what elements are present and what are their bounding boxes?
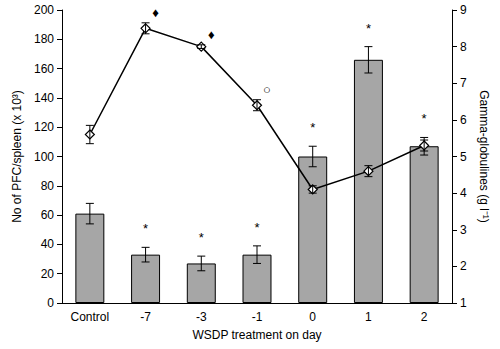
svg-text:No of PFC/spleen (x 10³): No of PFC/spleen (x 10³) bbox=[10, 90, 24, 223]
svg-text:-1: -1 bbox=[252, 310, 263, 324]
svg-text:*: * bbox=[310, 120, 315, 135]
svg-text:60: 60 bbox=[41, 208, 55, 222]
svg-text:3: 3 bbox=[460, 223, 467, 237]
svg-text:1: 1 bbox=[365, 310, 372, 324]
svg-text:80: 80 bbox=[41, 179, 55, 193]
svg-text:200: 200 bbox=[34, 3, 54, 17]
svg-text:1: 1 bbox=[460, 296, 467, 310]
svg-text:140: 140 bbox=[34, 91, 54, 105]
svg-text:0: 0 bbox=[309, 310, 316, 324]
svg-text:-7: -7 bbox=[140, 310, 151, 324]
svg-text:40: 40 bbox=[41, 237, 55, 251]
svg-text:2: 2 bbox=[421, 310, 428, 324]
svg-text:9: 9 bbox=[460, 3, 467, 17]
svg-text:8: 8 bbox=[460, 40, 467, 54]
svg-text:♦: ♦ bbox=[208, 27, 215, 42]
svg-text:160: 160 bbox=[34, 62, 54, 76]
svg-text:20: 20 bbox=[41, 267, 55, 281]
svg-text:*: * bbox=[199, 230, 204, 245]
svg-text:♦: ♦ bbox=[152, 5, 159, 20]
svg-text:-3: -3 bbox=[196, 310, 207, 324]
svg-text:*: * bbox=[254, 220, 259, 235]
svg-text:6: 6 bbox=[460, 113, 467, 127]
svg-text:0: 0 bbox=[47, 296, 54, 310]
svg-text:4: 4 bbox=[460, 186, 467, 200]
svg-text:WSDP treatment on day: WSDP treatment on day bbox=[192, 328, 321, 342]
svg-text:7: 7 bbox=[460, 76, 467, 90]
svg-text:2: 2 bbox=[460, 259, 467, 273]
svg-text:180: 180 bbox=[34, 32, 54, 46]
svg-text:Gamma-globulines (g l⁻¹): Gamma-globulines (g l⁻¹) bbox=[477, 90, 491, 223]
svg-text:*: * bbox=[366, 21, 371, 36]
svg-text:○: ○ bbox=[263, 82, 271, 97]
svg-text:Control: Control bbox=[71, 310, 110, 324]
svg-text:5: 5 bbox=[460, 150, 467, 164]
svg-text:120: 120 bbox=[34, 120, 54, 134]
svg-text:100: 100 bbox=[34, 150, 54, 164]
svg-text:*: * bbox=[143, 221, 148, 236]
svg-text:*: * bbox=[422, 111, 427, 126]
